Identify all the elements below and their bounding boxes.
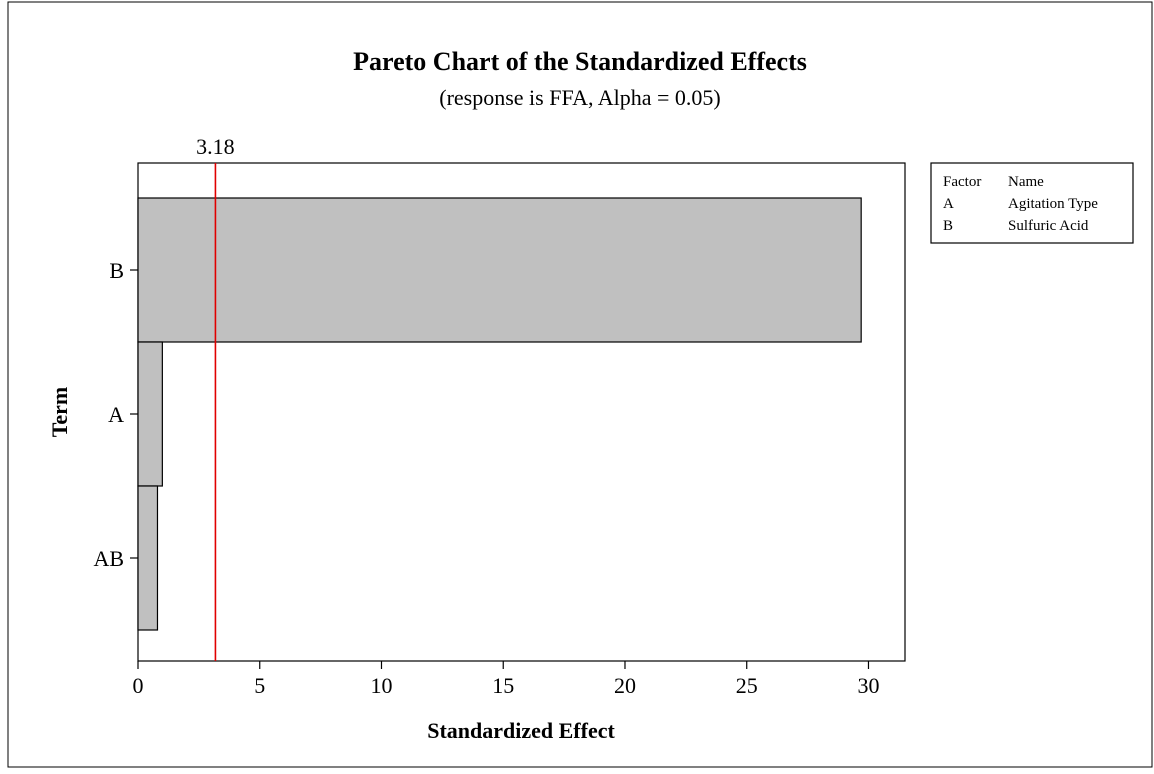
reference-line-label: 3.18 [196,134,235,159]
x-tick-label-0: 0 [133,673,144,698]
legend-factor-b: B [943,218,953,234]
y-tick-label-ab: AB [93,546,124,571]
legend: Factor Name A Agitation Type B Sulfuric … [931,163,1133,243]
bars-group [138,198,861,630]
x-tick-label-15: 15 [492,673,514,698]
x-tick-label-20: 20 [614,673,636,698]
x-tick-label-25: 25 [736,673,758,698]
bar-a [138,342,162,486]
y-tick-label-a: A [108,402,124,427]
y-ticks-group: B A AB [93,258,138,571]
legend-factor-a: A [943,196,954,212]
y-tick-label-b: B [109,258,124,283]
x-tick-label-30: 30 [857,673,879,698]
chart-frame [8,2,1152,767]
legend-header-factor: Factor [943,174,981,190]
chart-subtitle: (response is FFA, Alpha = 0.05) [439,85,721,110]
legend-name-a: Agitation Type [1008,196,1098,212]
bar-ab [138,486,157,630]
bar-b [138,198,861,342]
x-tick-label-10: 10 [370,673,392,698]
legend-header-name: Name [1008,174,1044,190]
y-axis-label: Term [47,387,72,438]
x-axis-label: Standardized Effect [427,718,615,743]
x-ticks-group: 0 5 10 15 20 25 30 [133,661,880,698]
chart-title: Pareto Chart of the Standardized Effects [353,47,807,76]
x-tick-label-5: 5 [254,673,265,698]
legend-name-b: Sulfuric Acid [1008,218,1089,234]
